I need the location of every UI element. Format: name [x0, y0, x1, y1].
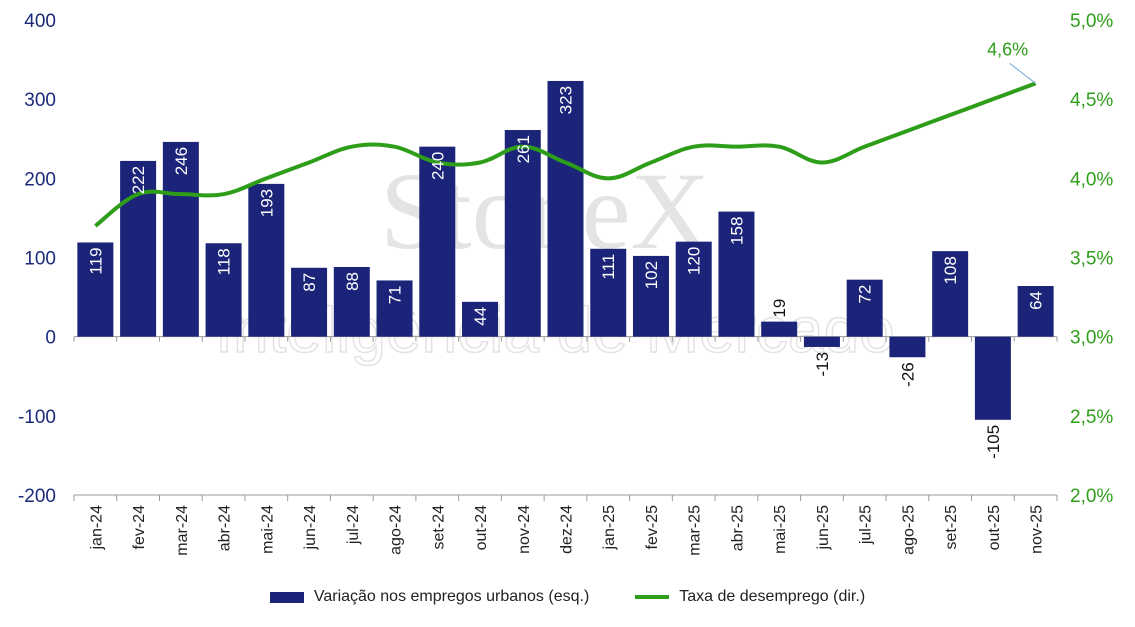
y-right-tick-label: 4,5% [1070, 90, 1113, 111]
y-left-tick-label: 100 [24, 249, 56, 270]
x-tick-label: abr-24 [217, 505, 234, 551]
bar[interactable] [419, 146, 456, 337]
y-left-tick-label: 400 [24, 11, 56, 32]
bar-value-label: 261 [514, 135, 533, 163]
bar-series [77, 80, 1054, 420]
bar[interactable] [632, 255, 669, 337]
bar-value-label: 193 [257, 189, 276, 217]
x-tick-label: mar-25 [687, 505, 704, 556]
x-tick-label: abr-25 [729, 505, 746, 551]
x-tick-label: fev-25 [644, 505, 661, 550]
x-tick-label: jul-24 [345, 505, 362, 545]
y-right-tick-label: 3,0% [1070, 328, 1113, 349]
bar[interactable] [761, 321, 798, 337]
x-tick-label: ago-25 [900, 505, 917, 555]
bar-value-label: 222 [129, 166, 148, 194]
bar-value-label: -105 [984, 425, 1003, 459]
bar-value-label: 72 [856, 285, 875, 304]
legend-item-line[interactable]: Taxa de desemprego (dir.) [635, 588, 865, 606]
bar[interactable] [1017, 286, 1054, 337]
bar[interactable] [248, 183, 285, 337]
bar-value-label: 240 [428, 152, 447, 180]
legend-item-bars[interactable]: Variação nos empregos urbanos (esq.) [269, 588, 590, 606]
x-tick-label: mai-24 [259, 505, 276, 554]
x-tick-label: fev-24 [131, 505, 148, 550]
x-tick-label: jan-24 [88, 505, 105, 551]
annotation-leader [1009, 62, 1036, 84]
line-series: 4,6% [94, 39, 1037, 228]
bar-value-label: 323 [557, 86, 576, 114]
bar-value-label: 246 [172, 147, 191, 175]
bar[interactable] [462, 301, 499, 337]
legend-swatch-bars [269, 591, 304, 603]
bar[interactable] [932, 251, 969, 337]
legend-label-bars: Variação nos empregos urbanos (esq.) [313, 588, 590, 605]
bar-value-label: 19 [770, 299, 789, 318]
x-tick-label: out-25 [986, 505, 1003, 550]
bar-value-label: 87 [300, 273, 319, 292]
bar-value-label: 158 [727, 217, 746, 245]
x-tick-label: nov-25 [1029, 505, 1046, 554]
unemployment-line[interactable] [94, 81, 1037, 228]
annotation-label: 4,6% [987, 39, 1028, 59]
bar-value-label: 44 [471, 307, 490, 326]
bar[interactable] [590, 248, 627, 337]
bar[interactable] [205, 243, 242, 337]
x-tick-label: jun-25 [815, 505, 832, 551]
bar-value-label: -13 [813, 352, 832, 377]
x-tick-label: jul-25 [858, 505, 875, 545]
x-tick-label: jan-25 [601, 505, 618, 551]
bar-value-label: 102 [642, 261, 661, 289]
legend: Variação nos empregos urbanos (esq.) Tax… [0, 588, 1135, 606]
bar-value-label: -26 [898, 362, 917, 387]
bar-value-label: 71 [386, 285, 405, 304]
y-right-tick-label: 3,5% [1070, 249, 1113, 270]
x-tick-label: dez-24 [559, 505, 576, 554]
x-tick-label: nov-24 [516, 505, 533, 554]
x-tick-label: out-24 [473, 505, 490, 550]
bar[interactable] [803, 336, 840, 347]
bar[interactable] [333, 267, 370, 337]
bar-value-label: 118 [215, 248, 234, 275]
x-tick-label: mar-24 [174, 505, 191, 556]
bar[interactable] [718, 211, 755, 337]
y-right-tick-label: 4,0% [1070, 169, 1113, 190]
data-labels: 119 222 246 118 193 87 88 71 240 44 261 323 111 102 12… [86, 86, 1045, 459]
x-tick-label: mai-25 [772, 505, 789, 554]
y-left-tick-label: 200 [24, 169, 56, 190]
x-tick-label: jun-24 [302, 505, 319, 551]
x-tick-label: set-25 [943, 505, 960, 550]
bar-value-label: 108 [941, 256, 960, 284]
x-tick-label: set-24 [430, 505, 447, 550]
bar[interactable] [504, 130, 541, 337]
y-right-tick-label: 2,0% [1070, 486, 1113, 507]
y-left-tick-label: 0 [45, 328, 56, 349]
bar[interactable] [547, 80, 584, 337]
bar[interactable] [974, 336, 1011, 420]
y-right-tick-label: 5,0% [1070, 11, 1113, 32]
bar-value-label: 119 [86, 247, 105, 274]
y-left-tick-label: 300 [24, 90, 56, 111]
bar[interactable] [846, 279, 883, 337]
bar[interactable] [675, 241, 712, 337]
bar-value-label: 88 [343, 272, 362, 291]
bar[interactable] [376, 280, 413, 337]
bar-value-label: 120 [685, 247, 704, 275]
bar[interactable] [889, 336, 926, 358]
bar[interactable] [77, 242, 114, 337]
bar-value-label: 64 [1027, 291, 1046, 310]
legend-swatch-line [635, 595, 670, 599]
bar[interactable] [162, 141, 199, 337]
y-right-tick-label: 2,5% [1070, 407, 1113, 428]
legend-label-line: Taxa de desemprego (dir.) [679, 588, 866, 605]
y-left-tick-label: -100 [18, 407, 56, 428]
bar[interactable] [291, 267, 328, 337]
x-tick-label: ago-24 [388, 505, 405, 555]
y-left-tick-label: -200 [18, 486, 56, 507]
bar-value-label: 111 [599, 254, 618, 280]
